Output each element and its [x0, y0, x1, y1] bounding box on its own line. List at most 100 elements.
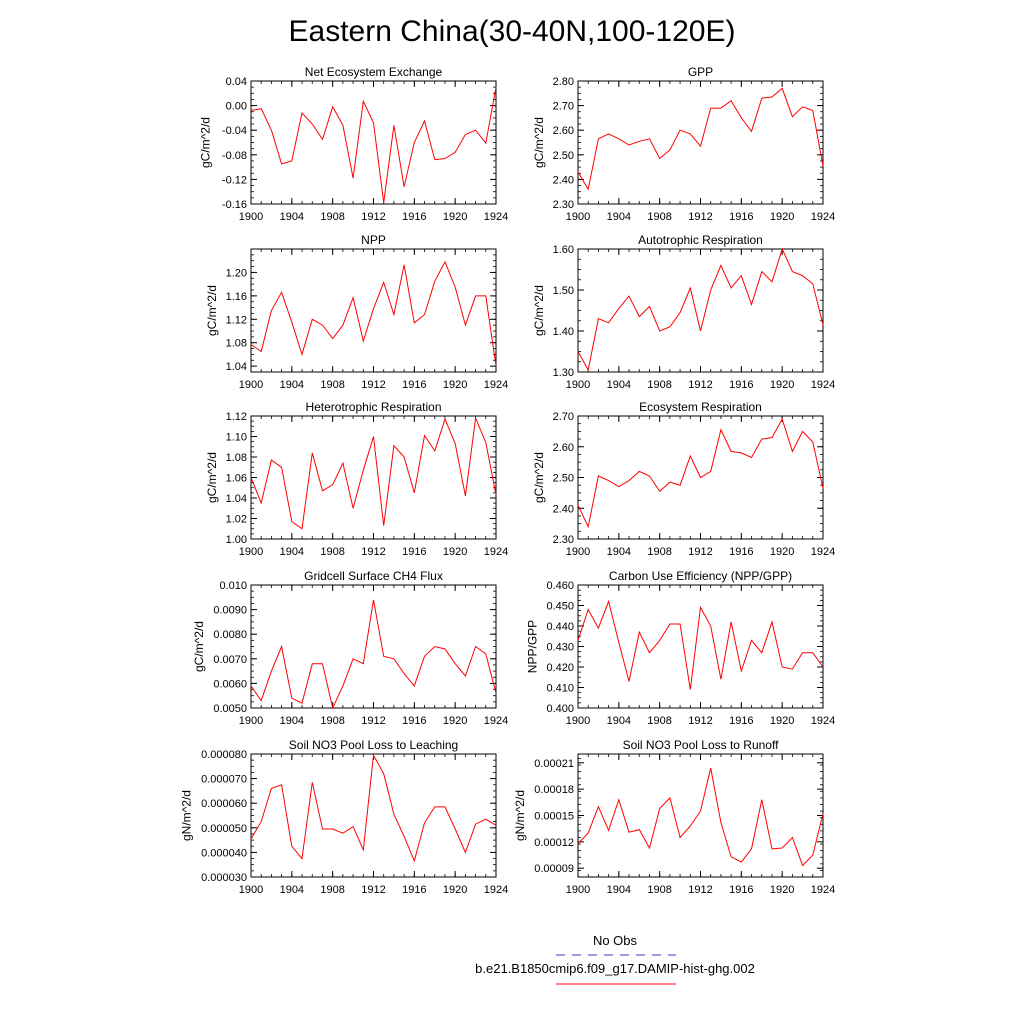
y-tick-label: 0.000070	[201, 774, 247, 786]
y-tick-label: 1.12	[226, 314, 247, 326]
y-tick-label: 0.450	[546, 601, 574, 613]
y-tick-label: 0.00018	[534, 784, 574, 796]
x-tick-label: 1900	[239, 379, 263, 391]
x-tick-label: 1924	[811, 379, 835, 391]
y-tick-label: 1.08	[226, 452, 247, 464]
y-tick-label: -0.08	[222, 150, 247, 162]
x-tick-label: 1908	[320, 884, 344, 896]
y-axis-label: gC/m^2/d	[205, 452, 219, 503]
y-tick-label: 0.440	[546, 621, 574, 633]
x-tick-label: 1920	[770, 211, 794, 223]
x-tick-label: 1924	[811, 546, 835, 558]
x-tick-label: 1908	[647, 546, 671, 558]
x-tick-label: 1908	[320, 715, 344, 727]
panel-gridcell-surface-ch4-flux: Gridcell Surface CH4 Flux 1900 1904 1908 191…	[192, 569, 508, 727]
panel-grid: Net Ecosystem Exchange 1900 1904 1908 1912 19…	[180, 65, 836, 896]
legend-label-model: b.e21.B1850cmip6.f09_g17.DAMIP-hist-ghg.…	[475, 961, 755, 976]
y-tick-label: 1.00	[226, 534, 247, 546]
x-tick-label: 1900	[566, 379, 590, 391]
legend: No Obs b.e21.B1850cmip6.f09_g17.DAMIP-hi…	[475, 933, 755, 985]
y-tick-label: -0.16	[222, 199, 247, 211]
x-tick-label: 1920	[770, 546, 794, 558]
panel-title: NPP	[361, 233, 386, 247]
x-tick-label: 1900	[239, 546, 263, 558]
y-axis-label: gN/m^2/d	[513, 790, 527, 841]
y-axis-label: NPP/GPP	[526, 620, 540, 673]
y-tick-label: 1.30	[553, 367, 574, 379]
panel-ecosystem-respiration: Ecosystem Respiration 1900 1904 1908 1912 191…	[532, 400, 835, 558]
x-tick-label: 1900	[239, 211, 263, 223]
plot-frame	[577, 584, 824, 709]
y-tick-label: -0.04	[222, 125, 247, 137]
x-tick-label: 1920	[443, 211, 467, 223]
x-tick-label: 1904	[607, 884, 631, 896]
x-tick-label: 1900	[566, 546, 590, 558]
y-axis-label: gC/m^2/d	[532, 285, 546, 336]
x-tick-label: 1924	[811, 715, 835, 727]
x-tick-label: 1916	[402, 715, 426, 727]
x-tick-label: 1916	[729, 884, 753, 896]
x-tick-label: 1908	[647, 379, 671, 391]
x-tick-label: 1924	[484, 715, 508, 727]
x-tick-label: 1904	[607, 715, 631, 727]
y-tick-label: 2.70	[553, 101, 574, 113]
y-tick-label: 2.40	[553, 503, 574, 515]
y-tick-label: 0.410	[546, 683, 574, 695]
panel-carbon-use-efficiency-npp-gpp: Carbon Use Efficiency (NPP/GPP) 1900 1904 1…	[526, 569, 836, 727]
x-tick-label: 1916	[729, 715, 753, 727]
x-tick-label: 1908	[647, 884, 671, 896]
x-tick-label: 1904	[280, 546, 304, 558]
x-tick-label: 1912	[361, 379, 385, 391]
y-tick-label: 0.0050	[213, 703, 247, 715]
panel-title: Soil NO3 Pool Loss to Runoff	[623, 738, 780, 752]
x-tick-label: 1924	[484, 211, 508, 223]
y-tick-label: 0.0090	[213, 605, 247, 617]
panel-title: Heterotrophic Respiration	[305, 400, 441, 414]
y-tick-label: 2.40	[553, 174, 574, 186]
x-tick-label: 1908	[320, 546, 344, 558]
series-line	[250, 87, 497, 203]
x-tick-label: 1900	[566, 884, 590, 896]
y-tick-label: 2.30	[553, 199, 574, 211]
x-tick-label: 1912	[361, 211, 385, 223]
y-tick-label: 0.000050	[201, 823, 247, 835]
x-tick-label: 1908	[647, 211, 671, 223]
x-tick-label: 1920	[443, 715, 467, 727]
y-tick-label: 1.50	[553, 285, 574, 297]
x-tick-label: 1912	[688, 211, 712, 223]
y-tick-label: 0.000060	[201, 798, 247, 810]
x-tick-label: 1900	[239, 715, 263, 727]
x-tick-label: 1908	[320, 211, 344, 223]
series-line	[250, 416, 497, 530]
y-tick-label: 0.460	[546, 580, 574, 592]
y-tick-label: 0.430	[546, 642, 574, 654]
x-tick-label: 1904	[280, 211, 304, 223]
series-line	[577, 767, 824, 867]
x-tick-label: 1916	[402, 546, 426, 558]
x-tick-label: 1912	[688, 884, 712, 896]
y-tick-label: 2.70	[553, 411, 574, 423]
panel-title: Ecosystem Respiration	[639, 400, 762, 414]
y-tick-label: 0.00015	[534, 811, 574, 823]
y-tick-label: 0.0060	[213, 678, 247, 690]
y-tick-label: 0.000040	[201, 847, 247, 859]
series-line	[577, 247, 824, 372]
y-tick-label: 2.50	[553, 150, 574, 162]
x-tick-label: 1912	[361, 715, 385, 727]
x-tick-label: 1916	[729, 379, 753, 391]
x-tick-label: 1920	[770, 379, 794, 391]
series-line	[577, 87, 824, 191]
y-tick-label: 0.00021	[534, 758, 574, 770]
y-axis-label: gN/m^2/d	[180, 790, 194, 841]
y-tick-label: 1.10	[226, 432, 247, 444]
x-tick-label: 1924	[484, 379, 508, 391]
x-tick-label: 1908	[320, 379, 344, 391]
x-tick-label: 1904	[280, 379, 304, 391]
y-tick-label: 0.00009	[534, 863, 574, 875]
y-tick-label: 0.00	[226, 101, 247, 113]
y-tick-label: 1.02	[226, 514, 247, 526]
x-tick-label: 1920	[770, 884, 794, 896]
x-tick-label: 1924	[811, 884, 835, 896]
y-tick-label: 1.40	[553, 326, 574, 338]
